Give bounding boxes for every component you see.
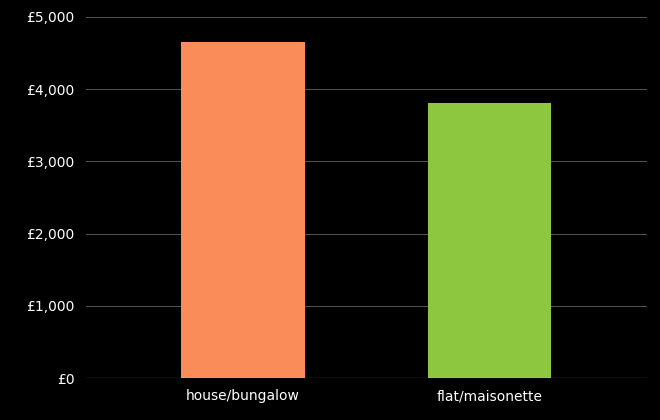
Bar bbox=[428, 103, 551, 378]
Bar bbox=[181, 42, 305, 378]
